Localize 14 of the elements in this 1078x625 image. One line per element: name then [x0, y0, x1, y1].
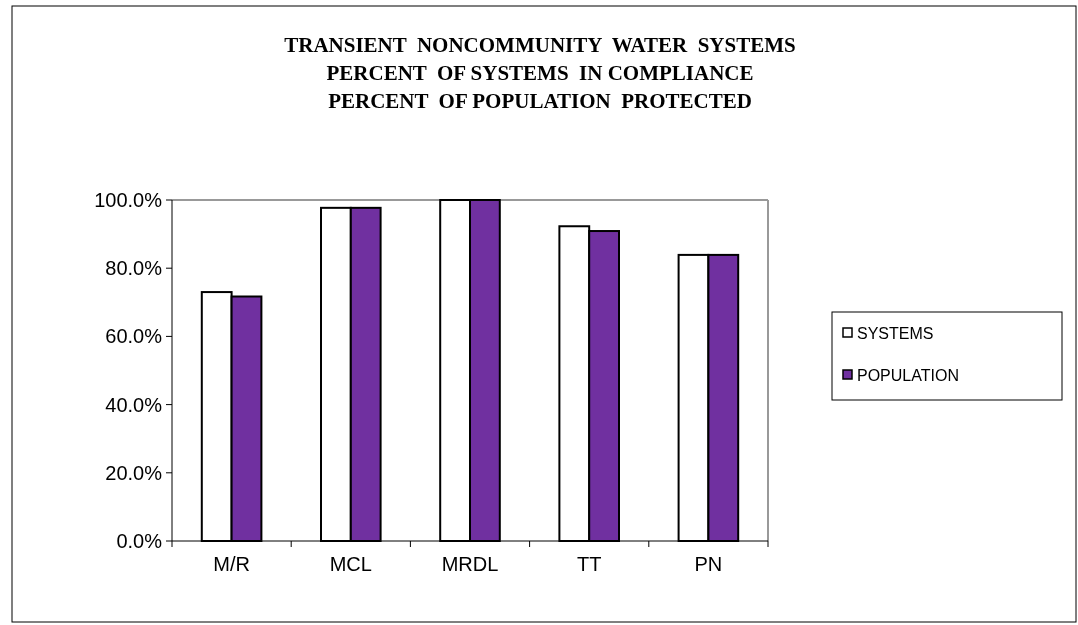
x-tick-label: M/R — [213, 553, 250, 575]
legend-label: SYSTEMS — [857, 324, 934, 342]
y-tick-label: 0.0% — [116, 530, 163, 552]
legend-label: POPULATION — [857, 366, 959, 384]
x-tick-label: MRDL — [441, 553, 499, 575]
y-tick-label: 100.0% — [94, 189, 163, 211]
y-tick-label: 80.0% — [105, 257, 163, 280]
x-tick-label: MCL — [329, 553, 372, 575]
y-tick-label: 20.0% — [105, 461, 163, 484]
y-tick-label: 60.0% — [105, 325, 163, 348]
y-tick-label: 40.0% — [105, 393, 163, 416]
x-tick-label: TT — [576, 553, 602, 575]
chart-title: TRANSIENT NONCOMMUNITY WATER SYSTEMS PERCENT OF SYSTEMS IN COMPLIANCE PERCENT OF POPULATION PROTECTED — [284, 33, 796, 113]
x-tick-label: PN — [694, 553, 723, 575]
